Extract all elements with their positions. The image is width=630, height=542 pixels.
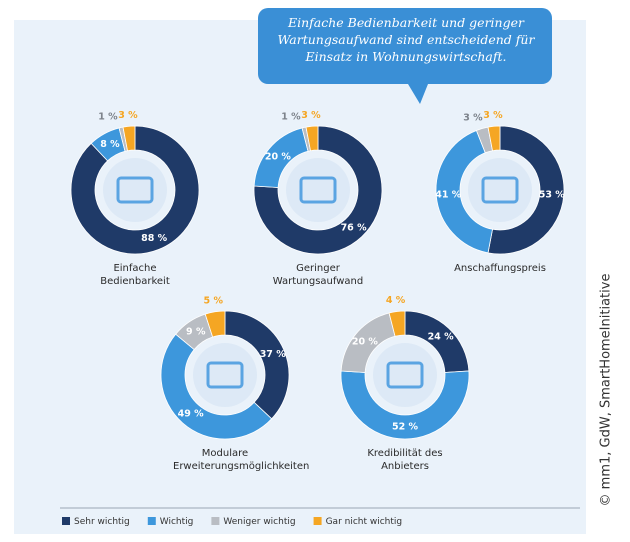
icon bbox=[481, 176, 519, 204]
value-label: 41 % bbox=[435, 189, 462, 200]
value-label: 1 % bbox=[281, 111, 301, 122]
value-label: 9 % bbox=[186, 326, 206, 337]
legend-swatch bbox=[147, 517, 156, 525]
value-label: 20 % bbox=[265, 151, 292, 162]
value-label: 24 % bbox=[428, 332, 455, 343]
legend-swatch bbox=[211, 517, 220, 525]
value-label: 37 % bbox=[260, 349, 287, 360]
donut-segment bbox=[305, 125, 319, 152]
donut-segment bbox=[340, 370, 470, 440]
donut-segment bbox=[122, 125, 136, 152]
value-label: 76 % bbox=[341, 222, 368, 233]
value-label: 20 % bbox=[352, 336, 379, 347]
donut-segment bbox=[487, 125, 565, 255]
value-label: 53 % bbox=[539, 189, 566, 200]
chart-label: Anschaffungspreis bbox=[454, 263, 546, 274]
value-label: 3 % bbox=[118, 110, 138, 121]
icon-circle bbox=[103, 158, 167, 222]
value-label: 52 % bbox=[392, 422, 419, 433]
value-label: 1 % bbox=[98, 111, 118, 122]
callout-box bbox=[258, 8, 552, 84]
legend-label: Weniger wichtig bbox=[223, 517, 295, 527]
icon bbox=[386, 361, 424, 389]
legend-swatch bbox=[62, 517, 70, 525]
value-label: 3 % bbox=[463, 112, 483, 123]
donut-segment bbox=[388, 310, 406, 337]
icon bbox=[299, 176, 337, 204]
value-label: 5 % bbox=[204, 295, 224, 306]
icon-circle bbox=[286, 158, 350, 222]
icon-circle bbox=[193, 343, 257, 407]
value-label: 4 % bbox=[386, 295, 406, 306]
icon bbox=[206, 361, 244, 389]
icon-circle bbox=[373, 343, 437, 407]
legend-label: Sehr wichtig bbox=[74, 517, 130, 527]
value-label: 49 % bbox=[178, 409, 205, 420]
panel bbox=[14, 20, 586, 534]
chart-label: Einfache Bedienbarkeit bbox=[100, 263, 170, 287]
credit: © mm1, GdW, SmartHomeInitiative bbox=[599, 274, 614, 507]
chart-label: Modulare Erweiterungsmöglichkeiten bbox=[173, 448, 310, 472]
icon bbox=[116, 176, 154, 204]
legend-label: Wichtig bbox=[160, 517, 194, 527]
donut-segment bbox=[487, 125, 501, 152]
value-label: 8 % bbox=[100, 139, 120, 150]
legend-swatch bbox=[313, 517, 322, 525]
donut-segment bbox=[224, 310, 290, 420]
donut-segment bbox=[204, 310, 226, 338]
chart-label: Kredibilität des Anbieters bbox=[367, 448, 443, 472]
chart-label: Geringer Wartungsaufwand bbox=[272, 263, 364, 287]
value-label: 3 % bbox=[483, 110, 503, 121]
value-label: 3 % bbox=[301, 110, 321, 121]
callout-tail bbox=[408, 84, 428, 104]
icon-circle bbox=[468, 158, 532, 222]
value-label: 88 % bbox=[141, 233, 168, 244]
callout-text: Einfache Bedienbarkeit und geringer Wart… bbox=[277, 15, 535, 64]
legend-label: Gar nicht wichtig bbox=[326, 517, 403, 527]
donut-segment bbox=[253, 125, 383, 255]
donut-segment bbox=[435, 129, 493, 254]
donut-segment bbox=[70, 125, 200, 255]
donut-segment bbox=[160, 333, 273, 440]
